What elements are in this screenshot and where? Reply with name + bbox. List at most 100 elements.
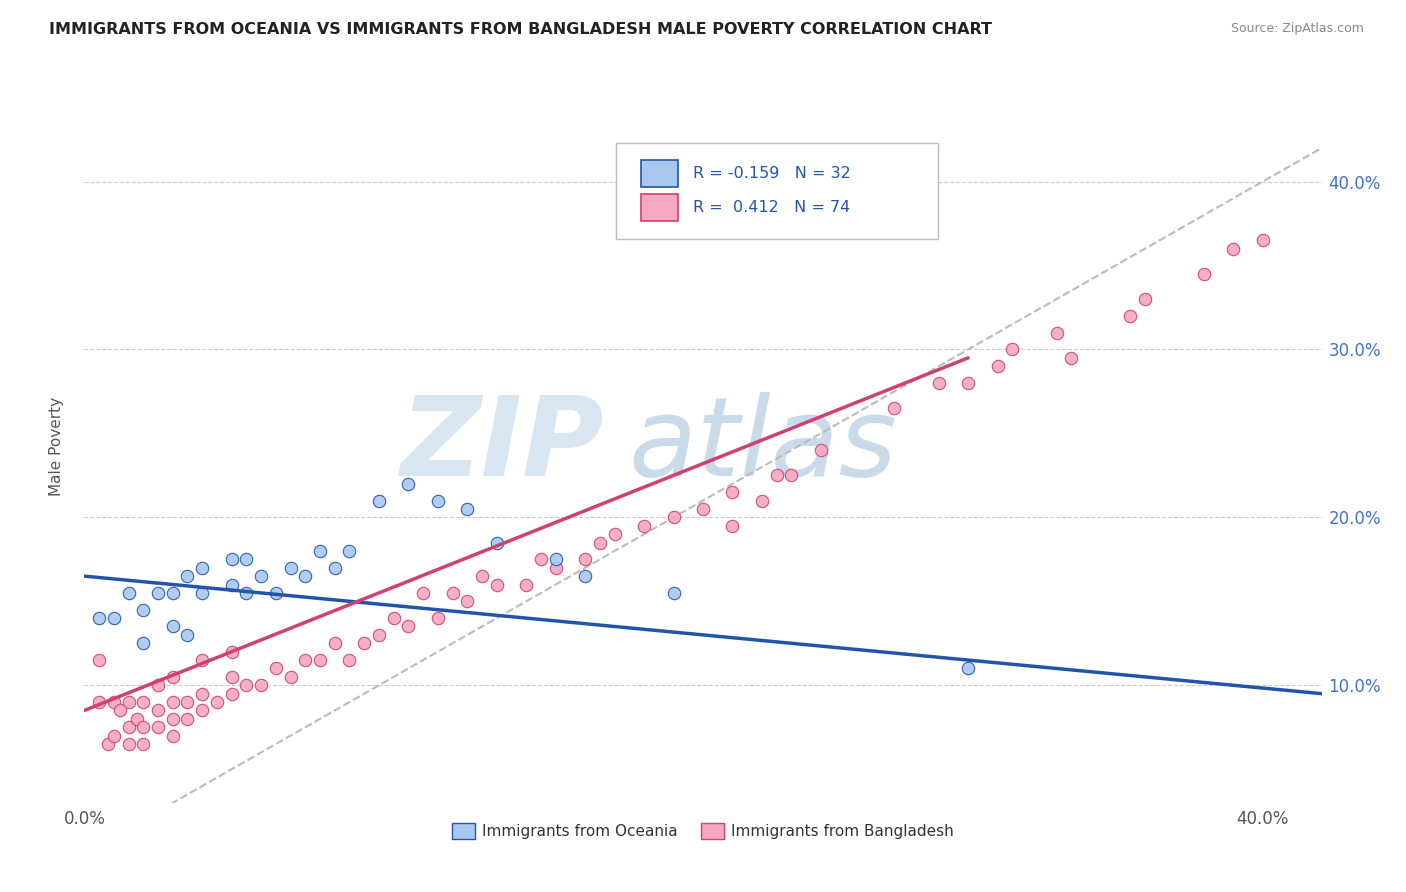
Point (456, 594, 478, 608)
Point (928, 376, 950, 390)
Point (97, 737, 120, 751)
Point (162, 729, 184, 743)
Point (221, 577, 243, 591)
Point (191, 687, 214, 701)
Point (382, 611, 405, 625)
Point (162, 619, 184, 633)
Point (530, 552, 553, 566)
Point (221, 645, 243, 659)
Point (103, 729, 125, 743)
Point (108, 703, 131, 717)
Point (146, 586, 169, 600)
Point (117, 737, 139, 751)
Point (1251, 233, 1274, 247)
Point (162, 586, 184, 600)
Point (103, 695, 125, 709)
Text: R =  0.412   N = 74: R = 0.412 N = 74 (693, 200, 851, 215)
Point (1045, 326, 1067, 340)
Point (339, 653, 361, 667)
Point (987, 359, 1010, 374)
Point (294, 569, 316, 583)
Point (339, 544, 361, 558)
Point (368, 628, 391, 642)
Point (692, 502, 714, 516)
Point (1192, 267, 1215, 281)
Point (721, 518, 744, 533)
Point (250, 678, 273, 692)
Point (633, 518, 655, 533)
Point (235, 678, 257, 692)
Point (662, 586, 685, 600)
Text: ZIP: ZIP (401, 392, 605, 500)
Point (1133, 292, 1156, 306)
Point (87, 653, 110, 667)
Point (235, 586, 257, 600)
Point (751, 493, 773, 508)
Point (191, 703, 214, 717)
Point (883, 401, 905, 416)
Point (574, 552, 596, 566)
Point (132, 636, 155, 650)
Point (117, 720, 139, 734)
Legend: Immigrants from Oceania, Immigrants from Bangladesh: Immigrants from Oceania, Immigrants from… (446, 817, 960, 845)
Point (132, 720, 155, 734)
Text: IMMIGRANTS FROM OCEANIA VS IMMIGRANTS FROM BANGLADESH MALE POVERTY CORRELATION C: IMMIGRANTS FROM OCEANIA VS IMMIGRANTS FR… (49, 22, 993, 37)
Point (485, 535, 508, 549)
Point (221, 670, 243, 684)
Point (191, 560, 214, 574)
Point (127, 712, 149, 726)
Text: atlas: atlas (628, 392, 897, 500)
Point (957, 376, 980, 390)
Point (280, 670, 302, 684)
Point (162, 670, 184, 684)
Point (146, 703, 169, 717)
Point (176, 628, 198, 642)
Point (441, 586, 464, 600)
Point (117, 695, 139, 709)
Point (132, 695, 155, 709)
Point (1060, 351, 1083, 365)
Point (132, 737, 155, 751)
Point (205, 695, 228, 709)
Point (87, 695, 110, 709)
Point (1222, 242, 1244, 256)
Point (1001, 343, 1024, 357)
Point (456, 502, 478, 516)
Point (721, 485, 744, 500)
Point (323, 560, 346, 574)
Point (176, 712, 198, 726)
Text: R = -0.159   N = 32: R = -0.159 N = 32 (693, 166, 851, 181)
FancyBboxPatch shape (641, 194, 678, 221)
Point (544, 560, 567, 574)
Point (780, 468, 803, 483)
Point (368, 493, 391, 508)
Point (176, 569, 198, 583)
Text: Source: ZipAtlas.com: Source: ZipAtlas.com (1230, 22, 1364, 36)
Point (191, 653, 214, 667)
Point (515, 577, 537, 591)
Point (426, 611, 449, 625)
Point (574, 569, 596, 583)
Point (396, 619, 419, 633)
Point (485, 577, 508, 591)
Point (589, 535, 612, 549)
Point (146, 720, 169, 734)
FancyBboxPatch shape (616, 143, 938, 239)
Point (162, 712, 184, 726)
Point (162, 695, 184, 709)
Point (250, 569, 273, 583)
Point (221, 687, 243, 701)
Point (87, 611, 110, 625)
Point (544, 552, 567, 566)
Point (426, 493, 449, 508)
FancyBboxPatch shape (641, 160, 678, 187)
Point (264, 586, 287, 600)
Point (353, 636, 375, 650)
Point (280, 560, 302, 574)
Y-axis label: Male Poverty: Male Poverty (49, 396, 63, 496)
Point (810, 443, 832, 458)
Point (957, 661, 980, 675)
Point (765, 468, 787, 483)
Point (471, 569, 494, 583)
Point (132, 603, 155, 617)
